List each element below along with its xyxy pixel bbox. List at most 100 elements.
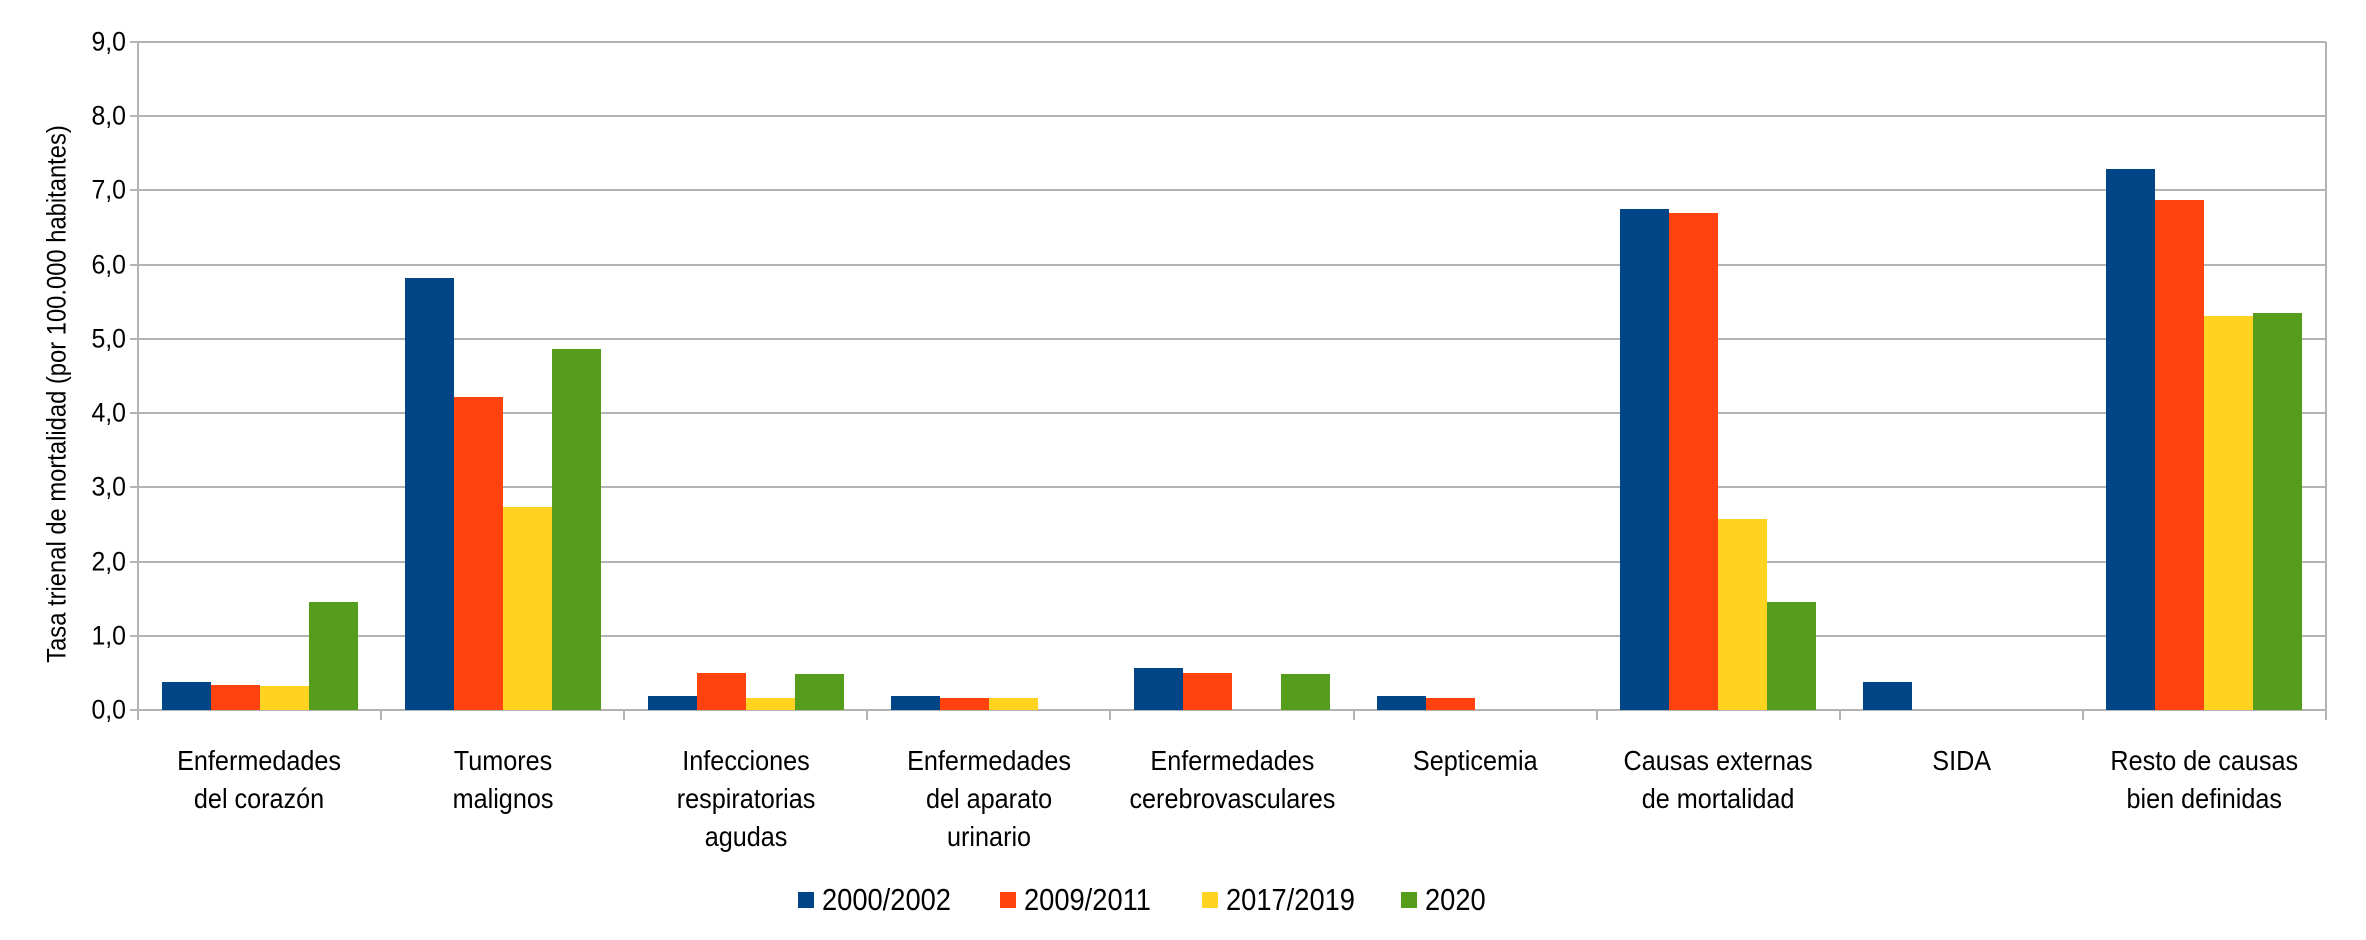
x-category-label-line: Infecciones [681,745,810,776]
y-tick-mark [130,263,138,266]
bar-2000-2002-cat-6 [1620,209,1670,710]
y-tick-mark [130,337,138,340]
bar-2009-2011-cat-5 [1426,698,1476,710]
x-tick-mark [1838,710,1841,720]
x-category-label-text: SIDA [1932,742,1991,780]
x-category-label-text: Resto de causas bien definidas [2111,742,2299,818]
bar-2009-2011-cat-4 [1183,672,1232,710]
x-category-label-line: Enfermedades [1149,745,1314,776]
x-tick-mark [380,710,383,720]
y-tick-label: 8,0 [91,100,126,131]
y-tick-label: 9,0 [91,26,126,57]
y-tick-label: 4,0 [91,397,126,428]
bar-2000-2002-cat-3 [890,695,940,710]
x-tick-mark [1109,710,1112,720]
x-category-label-line: Enfermedades [906,745,1071,776]
x-category-label: Infecciones respiratorias agudas [624,742,867,856]
x-category-label-line: del corazón [194,783,325,814]
x-tick-mark [866,710,869,720]
gridline [138,486,2326,489]
x-category-label-line: urinario [946,821,1031,852]
x-category-label-line: respiratorias [676,783,816,814]
y-tick-label: 0,0 [91,694,126,725]
y-tick-label: 3,0 [91,471,126,502]
x-category-label: Enfermedades cerebrovasculares [1110,742,1353,818]
bar-2017-2019-cat-6 [1718,518,1768,710]
gridline [138,189,2326,192]
x-category-label: Tumores malignos [381,742,624,818]
bar-2009-2011-cat-2 [696,672,746,710]
y-tick-label: 6,0 [91,249,126,280]
legend-label: 2017/2019 [1226,882,1355,917]
y-tick-mark [130,486,138,489]
y-tick-mark [130,560,138,563]
gridline [138,263,2326,266]
plot-area [130,41,2327,720]
gridline [138,412,2326,415]
bar-2020-cat-6 [1767,601,1817,710]
y-tick-mark [130,115,138,118]
x-category-label-text: Enfermedades cerebrovasculares [1129,742,1335,818]
bar-2020-cat-1 [551,349,601,710]
gridline [138,337,2326,340]
bar-2020-cat-8 [2253,312,2303,710]
gridline [138,560,2326,563]
bar-2017-2019-cat-1 [502,506,552,710]
bar-2009-2011-cat-3 [939,698,989,710]
y-tick-label: 2,0 [91,546,126,577]
gridline [138,41,2326,43]
y-tick-mark [130,634,138,637]
y-tick-label: 7,0 [91,174,126,205]
x-category-label: SIDA [1840,742,2083,780]
bar-2000-2002-cat-2 [647,695,697,710]
y-tick-label: 1,0 [91,620,126,651]
x-category-label-line: Septicemia [1412,745,1538,776]
x-category-label-line: cerebrovasculares [1128,783,1335,814]
bar-2000-2002-cat-4 [1134,667,1183,710]
x-category-label-line: Causas externas [1623,745,1813,776]
legend-swatch-icon [1401,892,1417,908]
x-category-label: Septicemia [1354,742,1597,780]
x-category-label-line: Enfermedades [177,745,342,776]
bar-2020-cat-4 [1281,673,1330,710]
y-tick-mark [130,412,138,415]
x-tick-mark [623,710,626,720]
bar-2000-2002-cat-0 [161,681,211,710]
gridline [138,115,2326,118]
x-category-label: Resto de causas bien definidas [2083,742,2326,818]
x-category-label-text: Tumores malignos [452,742,553,818]
legend-label: 2000/2002 [822,882,951,917]
x-category-label-text: Infecciones respiratorias agudas [676,742,815,856]
y-axis-title: Tasa trienal de mortalidad (por 100.000 … [41,125,72,663]
bar-2009-2011-cat-8 [2155,200,2205,710]
bar-2017-2019-cat-8 [2204,315,2254,710]
bar-2000-2002-cat-7 [1863,681,1913,710]
legend-swatch-icon [1202,892,1218,908]
bar-2017-2019-cat-0 [259,686,309,710]
legend-swatch-icon [1000,892,1016,908]
bar-2017-2019-cat-3 [988,698,1038,710]
bar-2017-2019-cat-2 [745,698,795,710]
x-tick-mark [2081,710,2084,720]
bar-2000-2002-cat-1 [404,278,454,710]
bar-2009-2011-cat-0 [210,684,260,710]
x-category-label-line: de mortalidad [1641,783,1795,814]
x-category-label: Enfermedades del aparato urinario [867,742,1110,856]
x-tick-mark [1595,710,1598,720]
x-category-label-text: Enfermedades del corazón [178,742,342,818]
y-axis-line [137,42,139,710]
y-tick-mark [130,41,138,43]
x-category-label: Causas externas de mortalidad [1597,742,1840,818]
x-category-label-line: del aparato [925,783,1052,814]
x-category-label-line: bien definidas [2126,783,2283,814]
bar-2020-cat-0 [308,601,358,710]
bar-2009-2011-cat-6 [1669,212,1719,710]
y-tick-label: 5,0 [91,323,126,354]
x-category-label-line: Resto de causas [2110,745,2299,776]
x-category-label-text: Causas externas de mortalidad [1624,742,1813,818]
x-category-label-line: malignos [452,783,554,814]
x-category-label-text: Enfermedades del aparato urinario [907,742,1071,856]
x-tick-mark [2325,710,2327,720]
x-category-label-text: Septicemia [1413,742,1538,780]
